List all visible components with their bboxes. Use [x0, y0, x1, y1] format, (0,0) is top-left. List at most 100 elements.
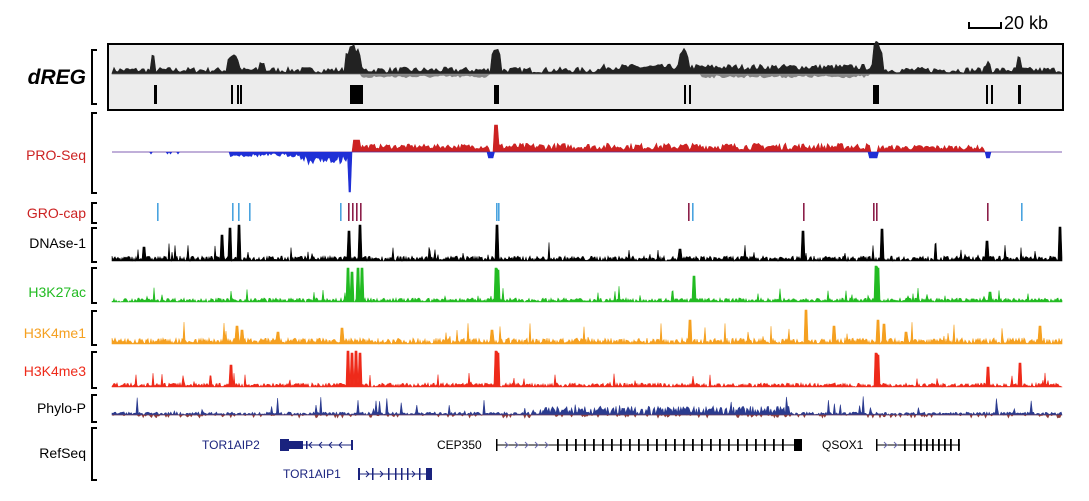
qsox1-exon	[932, 439, 934, 451]
cep350-exon	[674, 439, 676, 451]
dreg-peak-call	[991, 85, 993, 104]
grocap-peak	[360, 203, 362, 221]
dreg-peak-call	[154, 85, 157, 104]
qsox1-exon	[958, 439, 960, 451]
grocap-peak	[498, 203, 500, 221]
track-label-refseq: RefSeq	[39, 445, 86, 461]
bracket-dnase	[91, 227, 97, 263]
h3k27ac-signal	[111, 265, 1063, 303]
cep350-exon	[629, 439, 631, 451]
qsox1-exon	[944, 439, 946, 451]
proseq-plus-signal	[112, 124, 1062, 153]
track-labels: dREG PRO-Seq GRO-cap DNAse-1 H3K27ac H3K…	[24, 66, 86, 461]
phylop-signal	[111, 396, 1063, 416]
bracket-dreg	[91, 49, 97, 105]
cep350-exon	[566, 439, 568, 451]
grocap-peak	[692, 203, 694, 221]
h3k4me3-signal-track	[111, 350, 1063, 389]
track-label-h3k4me3: H3K4me3	[24, 363, 86, 379]
qsox1-exon	[920, 439, 922, 451]
cep350-exon	[728, 439, 730, 451]
dreg-peak-call	[1018, 85, 1021, 104]
grocap-peak	[352, 203, 354, 221]
cep350-exon	[737, 439, 739, 451]
dreg-peak-call	[986, 85, 988, 104]
grocap-peak	[876, 203, 878, 221]
dreg-signal-minus	[112, 73, 1062, 79]
track-label-dreg: dREG	[28, 66, 86, 89]
qsox1-exon	[904, 439, 906, 451]
cep350-exon	[647, 439, 649, 451]
dreg-peak-call	[231, 85, 233, 104]
gene-label-qsox1: QSOX1	[822, 438, 864, 452]
cep350-exon	[764, 439, 766, 451]
grocap-peak	[987, 203, 989, 221]
gene-cep350: CEP350	[437, 438, 802, 452]
bracket-h3k4me3	[91, 351, 97, 389]
dreg-peak-call	[494, 85, 499, 104]
cep350-exon	[593, 439, 595, 451]
cep350-exon	[557, 439, 559, 451]
bracket-refseq	[91, 427, 97, 481]
cep350-exon	[683, 439, 685, 451]
h3k4me1-signal-track	[111, 309, 1063, 345]
cep350-exon	[575, 439, 577, 451]
track-brackets	[91, 49, 97, 481]
dreg-panel-background	[107, 43, 1064, 111]
scale-bar-label: 20 kb	[1004, 13, 1048, 33]
bracket-h3k27ac	[91, 267, 97, 304]
grocap-peak	[688, 203, 690, 221]
cep350-exon	[611, 439, 613, 451]
cep350-exon	[701, 439, 703, 451]
bracket-grocap	[91, 202, 97, 224]
dnase-signal-track	[111, 224, 1063, 263]
qsox1-exon	[938, 439, 940, 451]
h3k4me1-signal	[111, 309, 1063, 345]
cep350-exon	[755, 439, 757, 451]
dreg-peak-call	[684, 85, 686, 104]
grocap-peak	[1021, 203, 1023, 221]
cep350-exons	[557, 439, 784, 451]
scale-bar-line	[968, 22, 1002, 29]
dreg-peak-calls	[154, 85, 1021, 104]
bracket-phylop	[91, 394, 97, 423]
dreg-peak-call	[237, 85, 239, 104]
phylop-signal-track	[111, 396, 1063, 419]
dreg-peak-call	[240, 85, 242, 104]
track-label-h3k27ac: H3K27ac	[28, 284, 86, 300]
qsox1-exon	[926, 439, 928, 451]
cep350-exon	[782, 439, 784, 451]
grocap-peak	[803, 203, 805, 221]
dreg-signal-track	[111, 40, 1063, 79]
track-label-phylop: Phylo-P	[37, 400, 86, 416]
cep350-exon	[719, 439, 721, 451]
grocap-peak	[340, 203, 342, 221]
qsox1-exons	[904, 439, 960, 451]
cep350-exon	[665, 439, 667, 451]
grocap-peak	[232, 203, 234, 221]
bracket-h3k4me1	[91, 310, 97, 346]
grocap-peak	[249, 203, 251, 221]
qsox1-exon	[950, 439, 952, 451]
track-label-grocap: GRO-cap	[27, 205, 86, 221]
track-label-h3k4me1: H3K4me1	[24, 325, 86, 341]
dreg-peak-call	[350, 85, 363, 104]
dreg-peak-call	[689, 85, 691, 104]
dnase-signal	[111, 224, 1063, 263]
grocap-peak	[873, 203, 875, 221]
gene-label-cep350: CEP350	[437, 438, 482, 452]
bracket-proseq	[91, 112, 97, 194]
cep350-exon	[773, 439, 775, 451]
phylop-signal-negative	[111, 414, 1062, 419]
track-label-dnase: DNAse-1	[29, 235, 86, 251]
dreg-signal	[111, 40, 1063, 75]
h3k4me3-signal	[111, 350, 1063, 389]
grocap-signal-track	[157, 203, 1023, 221]
dreg-peak-call	[873, 85, 879, 104]
grocap-peak	[238, 203, 240, 221]
cep350-exon	[692, 439, 694, 451]
refseq-track: TOR1AIP2 TOR1AIP1 CEP350	[202, 438, 960, 481]
cep350-exon	[710, 439, 712, 451]
qsox1-exon	[914, 439, 916, 451]
